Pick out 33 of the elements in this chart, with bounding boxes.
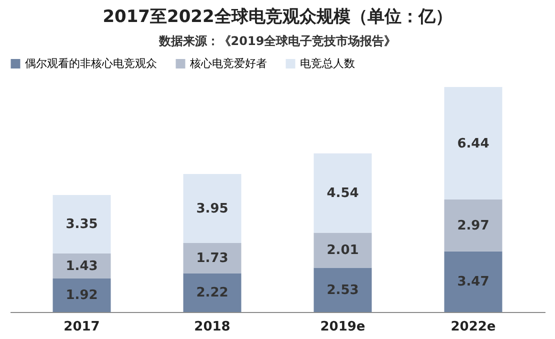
- chart-subtitle: 数据来源：《2019全球电子竞技市场报告》: [158, 34, 396, 48]
- data-label: 1.43: [66, 258, 98, 274]
- data-label: 3.95: [196, 201, 228, 216]
- bar: [444, 87, 502, 200]
- data-label: 2.97: [457, 218, 490, 234]
- data-label: 3.47: [457, 274, 490, 290]
- chart-title: 2017至2022全球电竞观众规模（单位：亿）: [102, 7, 452, 27]
- bar: [314, 268, 372, 312]
- data-label: 3.35: [66, 217, 98, 232]
- bar: [52, 253, 111, 278]
- x-tick-label: 2017: [64, 320, 100, 334]
- data-label: 1.73: [196, 251, 228, 266]
- x-tick-label: 2022e: [450, 320, 496, 334]
- x-tick-label: 2018: [194, 320, 230, 334]
- bar: [444, 200, 502, 252]
- x-tick-label: 2019e: [320, 320, 366, 334]
- data-label: 2.22: [196, 286, 228, 301]
- bar: [314, 232, 372, 268]
- bar: [183, 273, 242, 312]
- data-label: 2.53: [326, 282, 359, 298]
- bar: [314, 153, 372, 233]
- legend-label: 电竞总人数: [300, 56, 355, 70]
- bar: [52, 194, 111, 254]
- data-label: 1.92: [66, 288, 98, 304]
- bar: [444, 251, 502, 312]
- bar: [183, 243, 242, 274]
- bar: [52, 278, 111, 312]
- legend-label: 偶尔观看的非核心电竞观众: [25, 56, 157, 70]
- data-label: 2.01: [326, 243, 359, 258]
- data-label: 6.44: [457, 136, 490, 152]
- legend-label: 核心电竞爱好者: [189, 56, 267, 70]
- data-label: 4.54: [326, 186, 359, 202]
- bar: [183, 174, 242, 243]
